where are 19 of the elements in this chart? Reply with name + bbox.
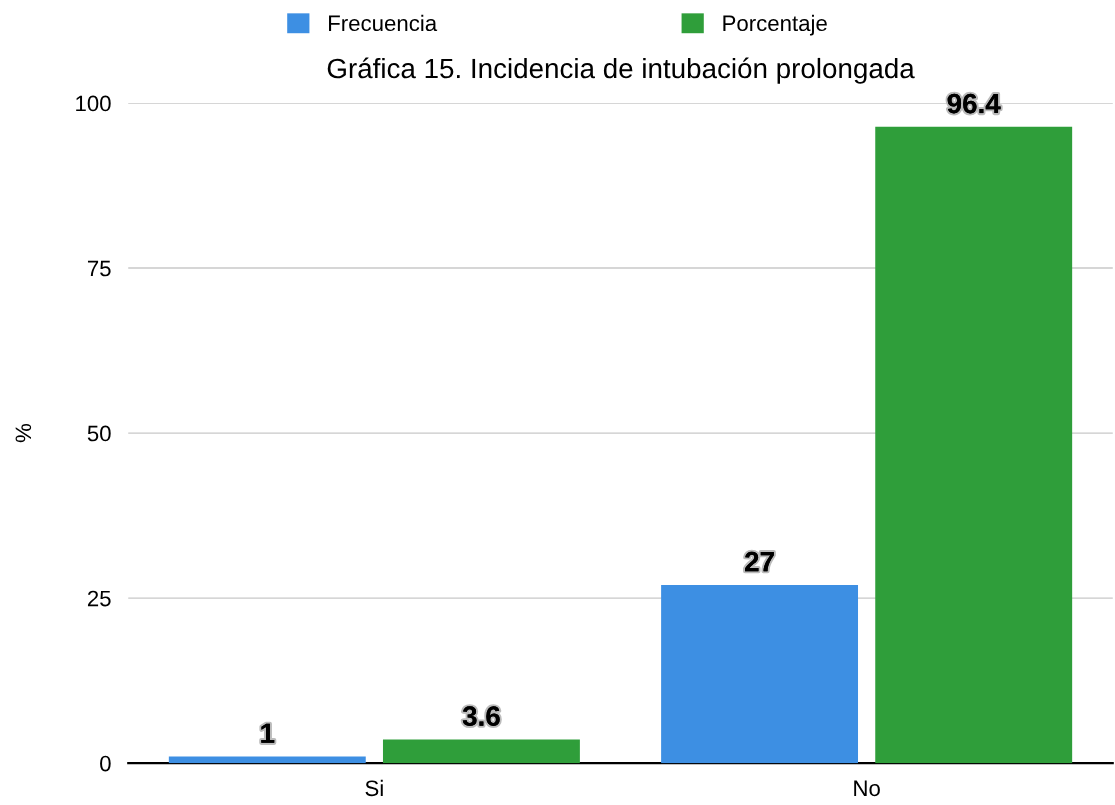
y-axis-title: %: [15, 424, 32, 443]
y-tick-label: 0: [100, 755, 111, 772]
legend-label: Porcentaje: [723, 14, 827, 36]
chart-title: Gráfica 15. Incidencia de intubación prolongada: [327, 57, 915, 84]
bar: [168, 756, 366, 764]
data-label: 1: [261, 723, 275, 743]
data-label: 96.4: [947, 93, 1001, 114]
bar: [875, 126, 1073, 764]
bar: [661, 584, 859, 764]
legend-label: Frecuencia: [329, 14, 438, 32]
data-label: 27: [745, 551, 774, 572]
y-tick-label: 100: [76, 95, 111, 112]
y-tick-label: 25: [87, 590, 111, 607]
data-label: 3.6: [462, 706, 500, 726]
x-tick-label: Si: [365, 779, 383, 797]
bar: [382, 739, 580, 764]
y-tick-label: 75: [87, 260, 111, 277]
x-tick-label: No: [854, 780, 880, 797]
y-tick-label: 50: [87, 425, 111, 442]
